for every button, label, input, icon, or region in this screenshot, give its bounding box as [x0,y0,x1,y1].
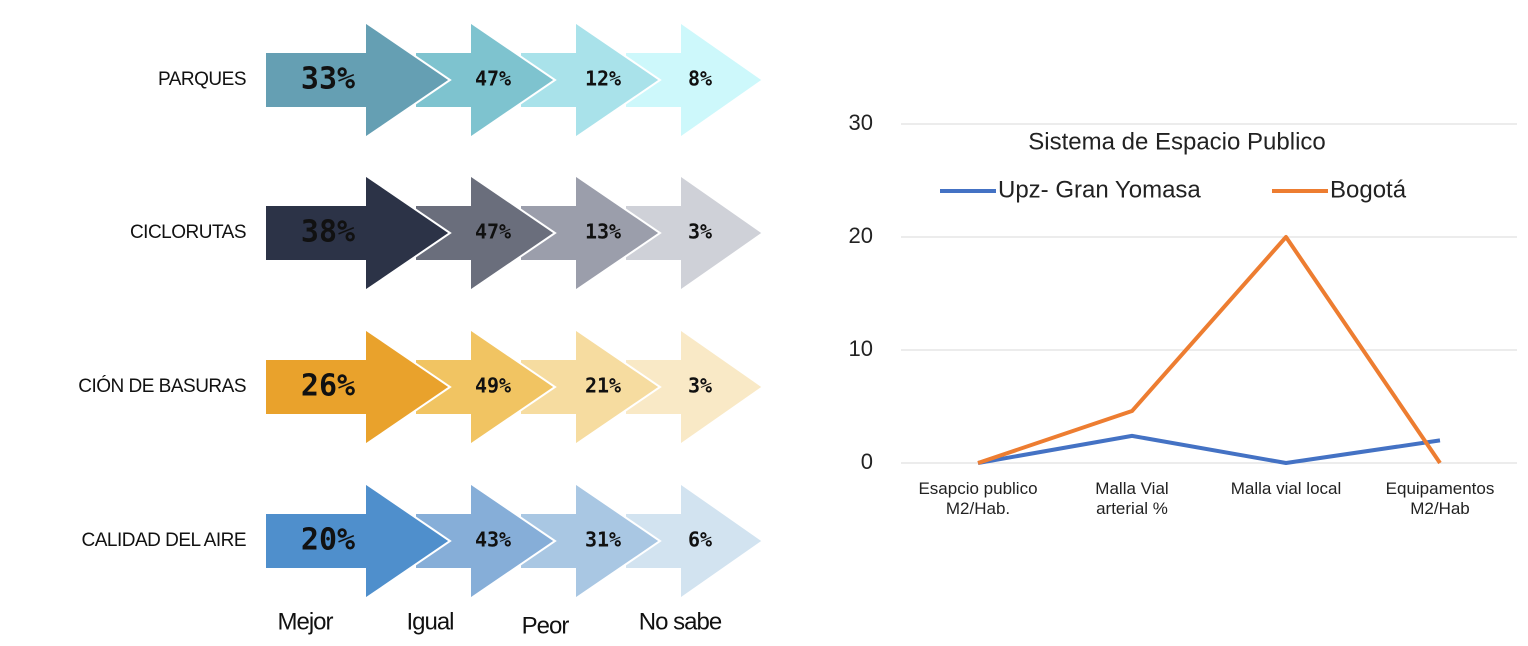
arrow-label: 8% [688,67,712,91]
arrow [414,20,557,140]
arrow [624,327,765,447]
chart-title: Sistema de Espacio Publico [1028,128,1326,155]
arrow-label: 6% [688,528,712,552]
line [977,235,1442,465]
arrow-label: 31% [585,528,621,552]
row-label: CALIDAD DEL AIRE [82,530,246,551]
column-label: Peor [522,612,570,639]
column-label: Igual [406,608,453,635]
x-tick-label: Malla vial local [1230,479,1342,498]
arrow-label: 21% [585,374,621,398]
y-tick-label: 20 [849,223,873,248]
column-label: Mejor [277,608,333,635]
arrow-label: 3% [688,220,712,244]
arrow-label: 38% [301,215,355,250]
arrow-label: 12% [585,67,621,91]
legend-label: Bogotá [1330,176,1407,203]
row-label: CIÓN DE BASURAS [78,375,246,397]
row-label: PARQUES [158,69,246,90]
arrow-label: 33% [301,62,355,97]
arrow [414,481,557,601]
arrow [264,173,452,293]
arrow [264,481,452,601]
arrow [519,173,662,293]
x-tick-label: Malla Vial arterial % [1095,479,1169,518]
y-tick-label: 0 [861,449,873,474]
x-tick-label: Equipamentos M2/Hab [1385,479,1495,518]
row-label: CICLORUTAS [130,222,246,243]
arrow [624,173,765,293]
arrow [414,327,557,447]
arrow-label: 47% [475,220,511,244]
column-label: No sabe [639,608,722,635]
arrow [264,20,452,140]
arrow-label: 20% [301,523,355,558]
legend-label: Upz- Gran Yomasa [998,176,1201,203]
arrow-label: 26% [301,369,355,404]
x-tick-label: Esapcio publico M2/Hab. [918,479,1038,518]
arrow-label: 49% [475,374,511,398]
arrow [414,173,557,293]
arrow [519,481,662,601]
arrow-label: 47% [475,67,511,91]
y-tick-label: 10 [849,336,873,361]
y-tick-label: 30 [849,110,873,135]
arrow [624,481,765,601]
arrow-label: 43% [475,528,511,552]
arrow [624,20,765,140]
arrow-label: 3% [688,374,712,398]
arrow [519,20,662,140]
line [977,433,1441,465]
arrow [264,327,452,447]
arrow-label: 13% [585,220,621,244]
arrow [519,327,662,447]
